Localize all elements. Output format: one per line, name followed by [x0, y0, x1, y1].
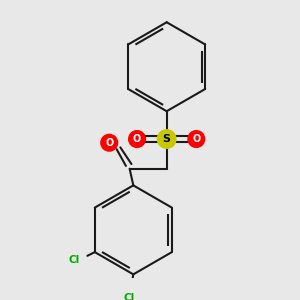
- Circle shape: [101, 134, 118, 151]
- Circle shape: [188, 131, 205, 147]
- Circle shape: [129, 131, 146, 147]
- Text: Cl: Cl: [124, 293, 135, 300]
- Circle shape: [158, 130, 176, 148]
- Text: Cl: Cl: [69, 254, 80, 265]
- Text: O: O: [192, 134, 200, 144]
- Text: O: O: [133, 134, 141, 144]
- Text: O: O: [105, 138, 113, 148]
- Text: S: S: [163, 134, 171, 144]
